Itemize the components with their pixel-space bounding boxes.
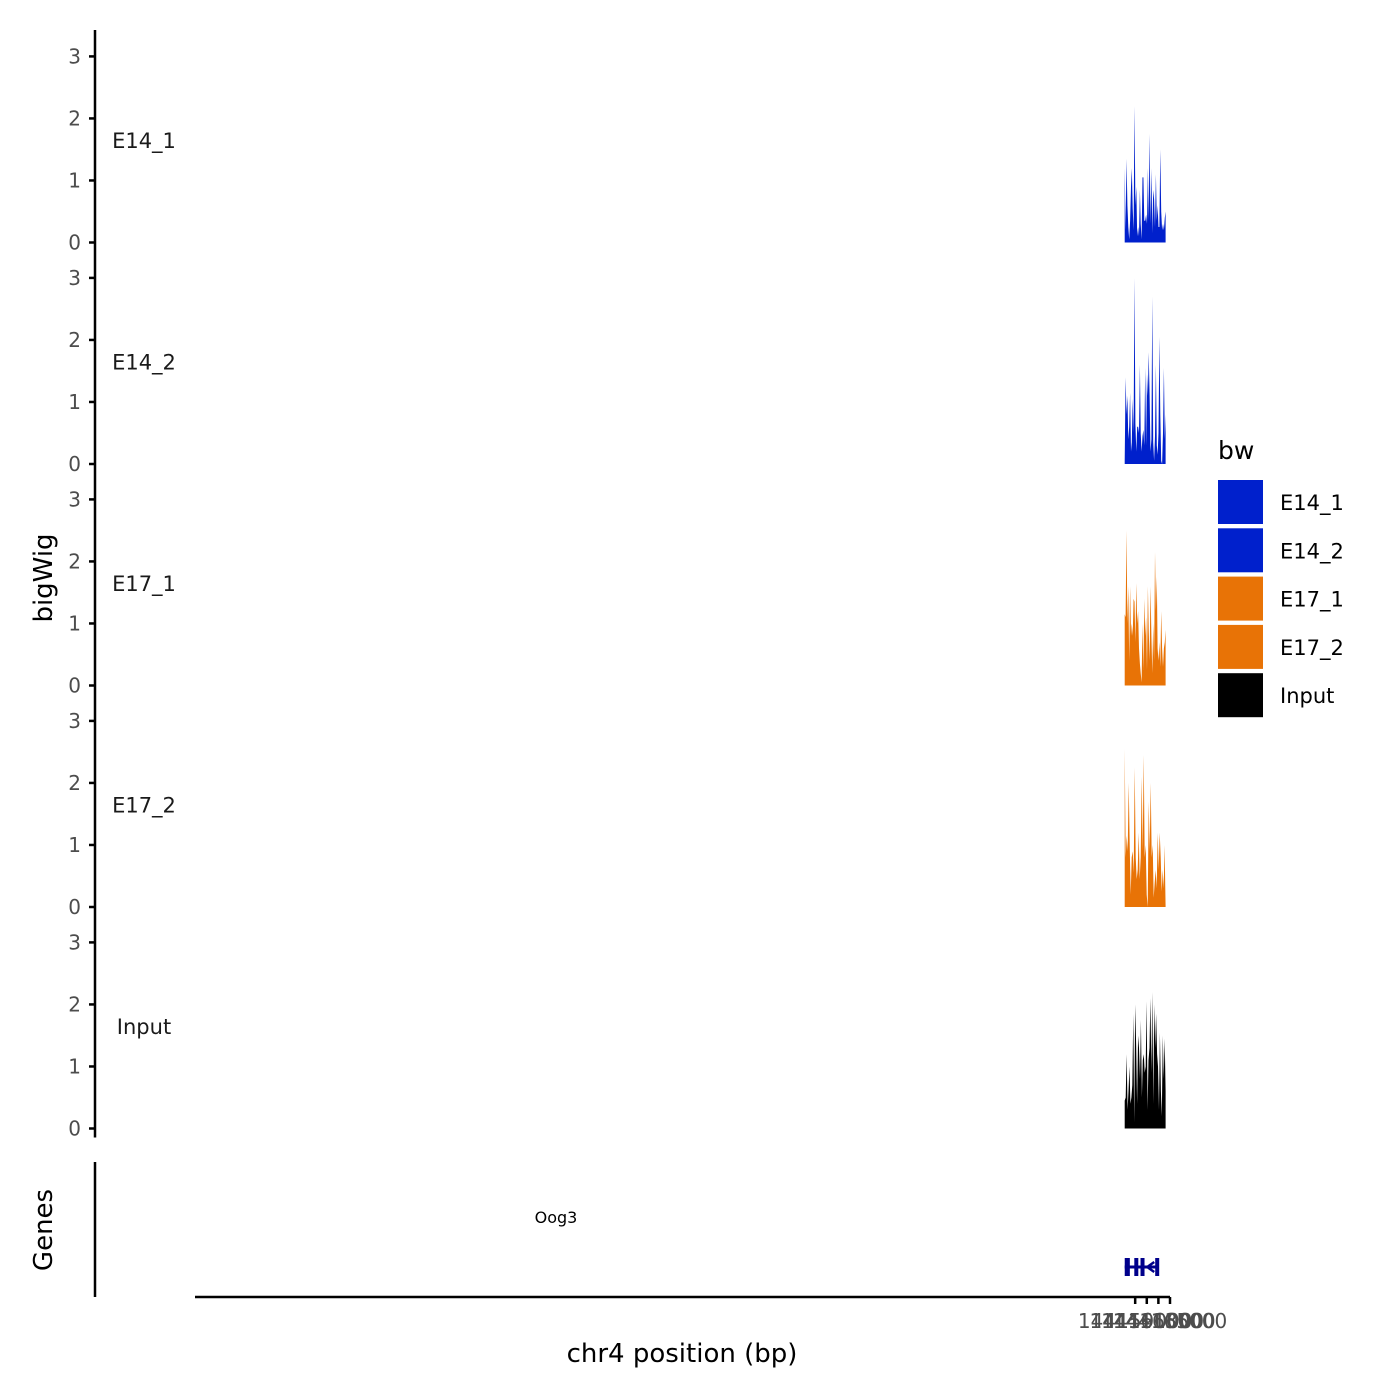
y-tick-label: 1 bbox=[68, 1054, 81, 1078]
gene-exon bbox=[1155, 1258, 1160, 1276]
gene-exon bbox=[1124, 1258, 1130, 1276]
legend-items: E14_1 E14_2 E17_1 E17_2 Input bbox=[1218, 480, 1344, 718]
y-tick-label: 0 bbox=[68, 231, 81, 255]
legend-label: E14_1 bbox=[1280, 491, 1344, 516]
track-E14_1: 0 1 2 3 E14_1 bbox=[68, 30, 1166, 255]
y-tick-label: 1 bbox=[68, 390, 81, 414]
y-tick-label: 3 bbox=[68, 44, 81, 68]
y-tick-label: 3 bbox=[68, 266, 81, 290]
y-tick-label: 1 bbox=[68, 833, 81, 857]
x-tick-label: 144161000 bbox=[1090, 1309, 1205, 1333]
gene-exon bbox=[1134, 1258, 1139, 1276]
legend-label: E17_1 bbox=[1280, 588, 1344, 613]
y-tick-label: 2 bbox=[68, 328, 81, 352]
x-tick-label: 144159000 bbox=[1078, 1309, 1193, 1333]
legend-swatch bbox=[1218, 673, 1263, 718]
track-E14_2: 0 1 2 3 E14_2 bbox=[68, 251, 1166, 476]
legend-item-E14_2: E14_2 bbox=[1218, 528, 1344, 573]
y-tick-label: 0 bbox=[68, 452, 81, 476]
legend-item-E17_1: E17_1 bbox=[1218, 576, 1344, 621]
y-tick-label: 2 bbox=[68, 549, 81, 573]
coverage-area-E17_1 bbox=[1124, 530, 1166, 686]
y-axis-title: bigWig bbox=[29, 533, 59, 622]
legend-label: Input bbox=[1280, 684, 1334, 708]
legend-item-Input: Input bbox=[1218, 673, 1334, 718]
track-label: Input bbox=[117, 1015, 171, 1039]
y-tick-label: 1 bbox=[68, 168, 81, 192]
y-tick-label: 0 bbox=[68, 1117, 81, 1141]
y-tick-label: 3 bbox=[68, 487, 81, 511]
legend-label: E14_2 bbox=[1280, 539, 1344, 564]
strand-arrow bbox=[1145, 1260, 1155, 1274]
coverage-tracks: 0 1 2 3 E14_1 0 1 2 3 E14_2 0 1 2 3 E17_1 0 1 2 3 E17_2 0 1 2 3… bbox=[68, 30, 1166, 1141]
track-label: E17_2 bbox=[112, 793, 176, 818]
y-tick-label: 0 bbox=[68, 674, 81, 698]
gene-exon bbox=[1140, 1258, 1145, 1276]
track-label: E17_1 bbox=[112, 572, 176, 597]
x-tick-label: 144165000 bbox=[1113, 1309, 1228, 1333]
y-tick-label: 0 bbox=[68, 895, 81, 919]
y-tick-label: 3 bbox=[68, 709, 81, 733]
legend-swatch bbox=[1218, 480, 1263, 524]
legend-item-E14_1: E14_1 bbox=[1218, 480, 1344, 524]
track-label: E14_2 bbox=[112, 350, 176, 375]
gene-name-label: Oog3 bbox=[535, 1208, 578, 1227]
track-Input: 0 1 2 3 Input bbox=[68, 916, 1166, 1141]
y-tick-label: 2 bbox=[68, 106, 81, 130]
legend-swatch bbox=[1218, 576, 1263, 621]
x-axis-title: chr4 position (bp) bbox=[567, 1339, 798, 1369]
legend: bw E14_1 E14_2 E17_1 E17_2 Input bbox=[1218, 436, 1344, 718]
coverage-area-E14_1 bbox=[1124, 106, 1166, 243]
legend-swatch bbox=[1218, 624, 1263, 669]
y-tick-label: 1 bbox=[68, 611, 81, 635]
coverage-area-Input bbox=[1124, 992, 1166, 1129]
y-tick-label: 2 bbox=[68, 992, 81, 1016]
legend-swatch bbox=[1218, 528, 1263, 573]
coverage-area-E17_2 bbox=[1124, 748, 1166, 907]
gene-models: Oog3 bbox=[535, 1208, 1160, 1276]
legend-label: E17_2 bbox=[1280, 636, 1344, 661]
y-tick-label: 2 bbox=[68, 771, 81, 795]
genes-track-title: Genes bbox=[29, 1189, 59, 1271]
track-E17_1: 0 1 2 3 E17_1 bbox=[68, 473, 1166, 698]
track-E17_2: 0 1 2 3 E17_2 bbox=[68, 694, 1166, 919]
gene-track: Genes Oog3 bbox=[29, 1162, 1160, 1297]
legend-item-E17_2: E17_2 bbox=[1218, 624, 1344, 669]
x-tick-label: 144163000 bbox=[1101, 1309, 1216, 1333]
coverage-area-E14_2 bbox=[1124, 277, 1166, 464]
y-tick-label: 3 bbox=[68, 930, 81, 954]
track-label: E14_1 bbox=[112, 129, 176, 154]
legend-title: bw bbox=[1218, 436, 1254, 465]
gene-Oog3: Oog3 bbox=[535, 1208, 1160, 1276]
